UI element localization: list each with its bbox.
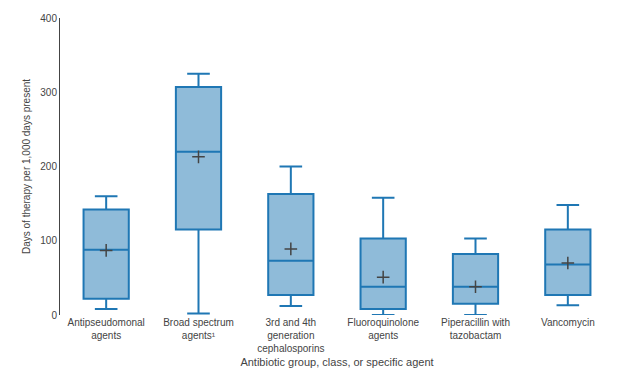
svg-text:100: 100 (40, 235, 57, 246)
svg-text:300: 300 (40, 87, 57, 98)
svg-text:Antibiotic group, class, or sp: Antibiotic group, class, or specific age… (240, 356, 433, 368)
svg-text:Antipseudomonalagents: Antipseudomonalagents (68, 317, 145, 341)
svg-text:Piperacillin withtazobactam: Piperacillin withtazobactam (441, 317, 510, 341)
svg-text:3rd and 4thgenerationcephalosp: 3rd and 4thgenerationcephalosporins (257, 317, 324, 354)
svg-text:Days of therapy per 1,000 days: Days of therapy per 1,000 days present (21, 79, 32, 254)
svg-text:Vancomycin: Vancomycin (541, 317, 595, 328)
svg-text:Fluoroquinoloneagents: Fluoroquinoloneagents (347, 317, 419, 341)
svg-text:Broad spectrumagents¹: Broad spectrumagents¹ (163, 317, 234, 341)
svg-text:0: 0 (51, 310, 57, 321)
svg-text:400: 400 (40, 13, 57, 24)
svg-text:200: 200 (40, 161, 57, 172)
